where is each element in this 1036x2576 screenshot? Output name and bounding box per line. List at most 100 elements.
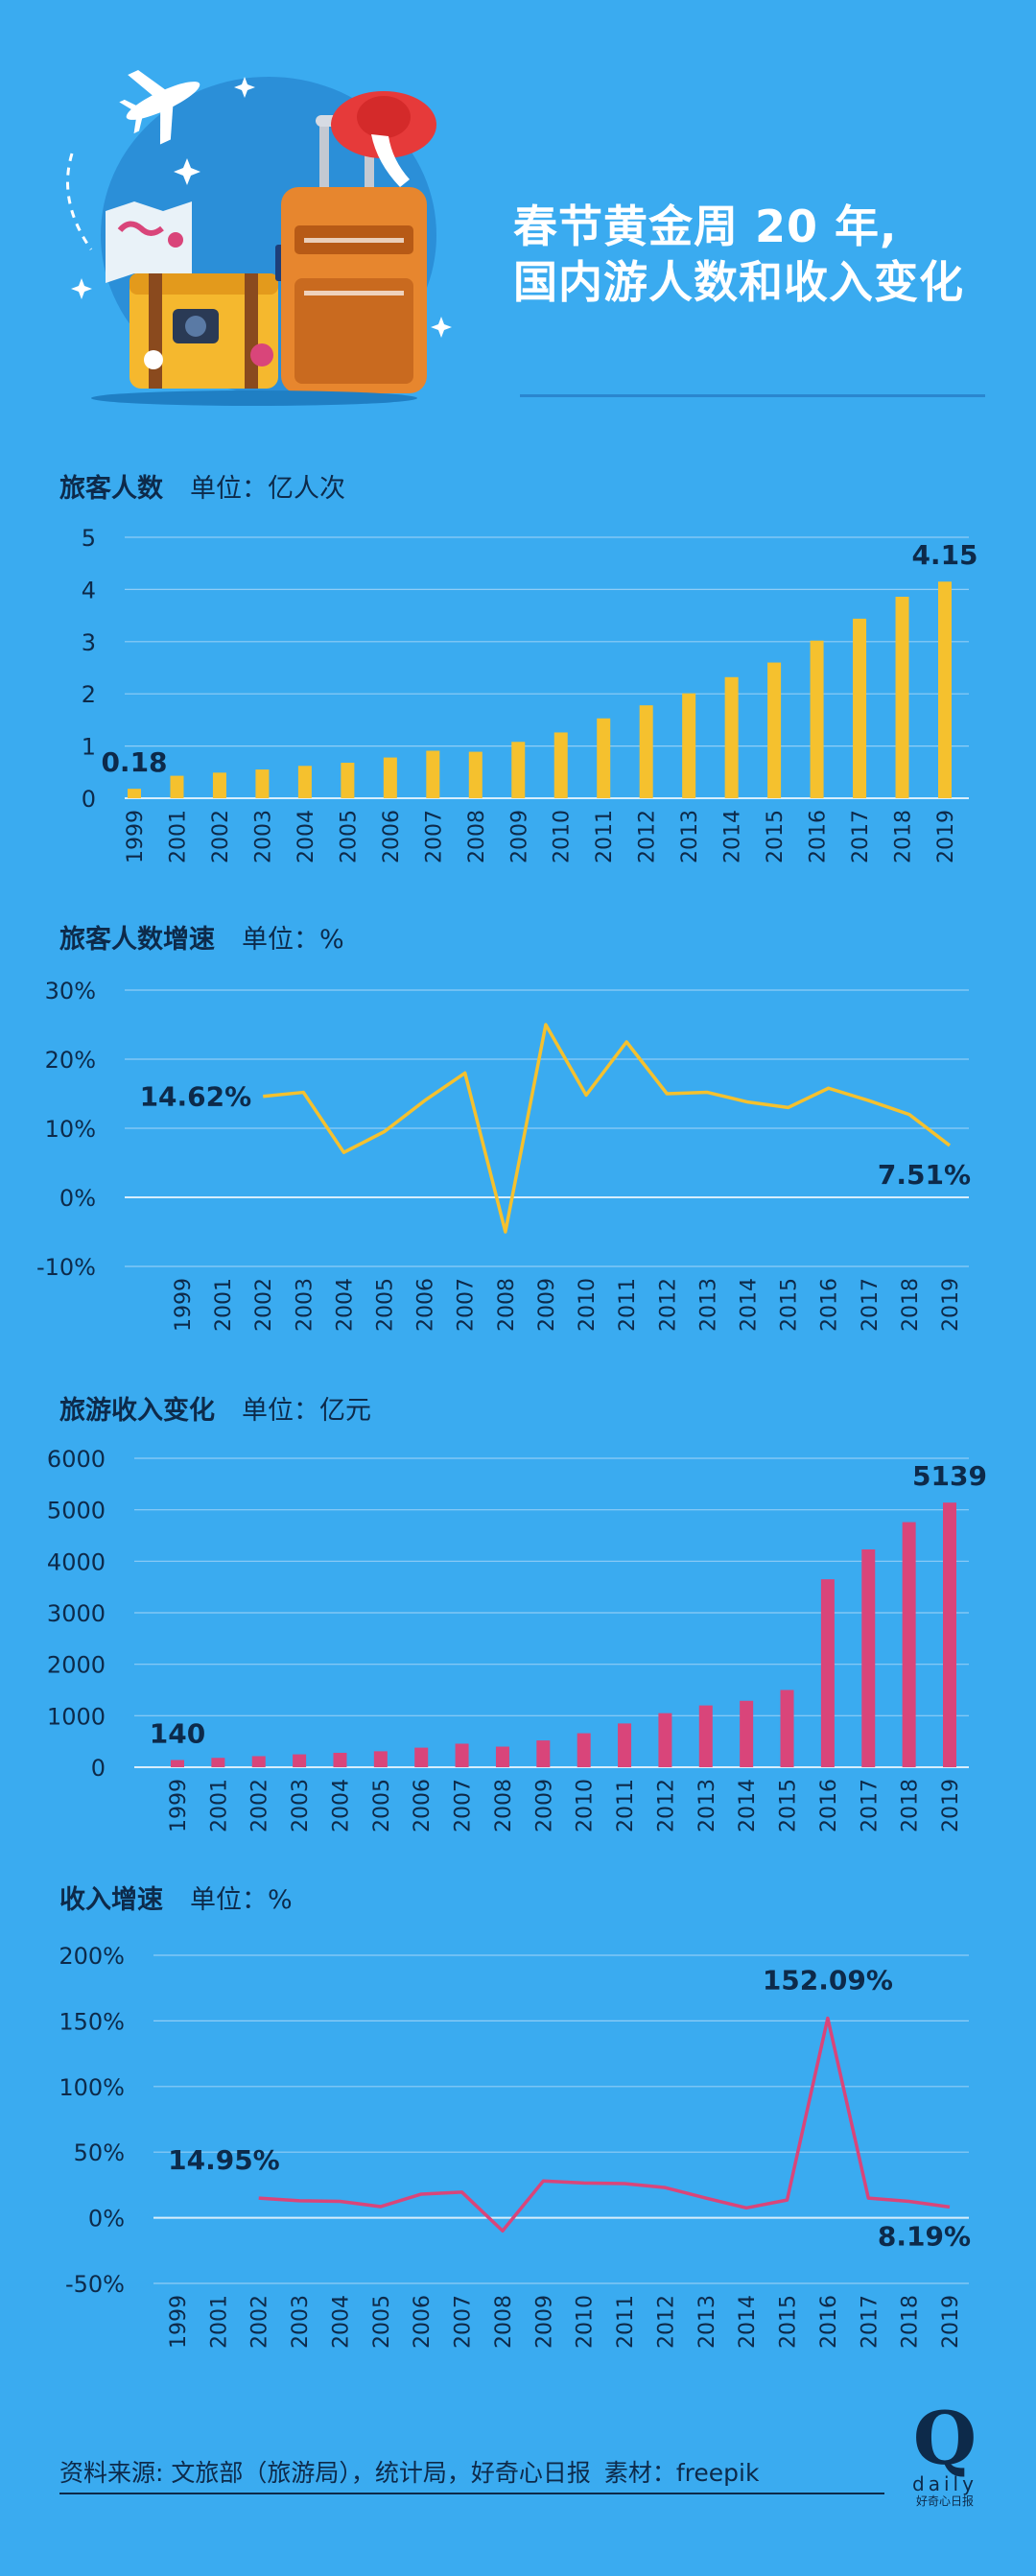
bar [426,750,440,798]
x-tick-label: 2008 [492,2295,516,2349]
x-tick-label: 2004 [329,1779,353,1832]
x-tick-label: 2015 [777,1779,801,1832]
x-tick-label: 1999 [124,810,148,863]
x-tick-label: 2011 [614,1779,638,1832]
page-title-line-2: 国内游人数和收入变化 [513,256,964,308]
x-tick-label: 2009 [532,2295,556,2349]
x-tick-label: 2007 [422,810,446,863]
data-label: 4.15 [911,539,977,571]
chart-unit: 单位：% [190,1885,293,1915]
section-title-passenger-growth: 旅客人数增速 单位：% [59,918,344,956]
data-label: 0.18 [101,746,167,778]
x-tick-label: 2018 [899,1779,923,1832]
y-tick-label: 3 [82,629,96,656]
bar [639,705,653,798]
y-tick-label: 3000 [47,1600,106,1627]
x-tick-label: 2002 [209,810,233,863]
chart-unit: 单位：亿元 [242,1396,371,1426]
bar [211,1758,225,1767]
y-tick-label: 1000 [47,1703,106,1730]
x-tick-label: 2001 [207,2295,231,2349]
sun-hat-icon [331,91,436,187]
material-text: 素材：freepik [603,2459,760,2487]
bar [810,640,824,798]
y-tick-label: 50% [74,2139,125,2166]
section-title-revenue: 旅游收入变化 单位：亿元 [59,1389,371,1427]
y-tick-label: 5000 [47,1498,106,1524]
x-tick-label: 2014 [736,2295,760,2349]
section-title-passengers: 旅客人数 单位：亿人次 [59,467,345,505]
bar [577,1733,591,1767]
x-tick-label: 2017 [859,1278,883,1332]
chart-unit: 单位：亿人次 [190,474,345,504]
x-tick-label: 2005 [370,1779,394,1832]
bar [414,1747,429,1767]
x-tick-label: 2005 [337,810,361,863]
bar [780,1690,794,1767]
x-tick-label: 2011 [593,810,617,863]
y-tick-label: 1 [82,734,96,761]
suitcase-yellow-icon [130,273,278,389]
x-tick-label: 2003 [289,2295,313,2349]
x-tick-label: 2010 [551,810,575,863]
chart-title: 旅客人数 [59,474,163,504]
chart-title: 旅客人数增速 [59,925,215,955]
x-tick-label: 2013 [678,810,702,863]
page-title-line-1: 春节黄金周 20 年, [513,201,898,252]
x-tick-label: 2006 [414,1278,438,1332]
bar [333,1752,347,1767]
x-tick-label: 2015 [764,810,788,863]
bar [455,1743,469,1767]
bar [618,1723,632,1767]
x-tick-label: 2017 [849,810,873,863]
revenue-growth-line-chart: -50% 0% 50% 100% 150% 200% 1999 2001 2002 2003 200… [59,1943,971,2349]
y-tick-label: 5 [82,525,96,552]
x-tick-label: 2003 [251,810,275,863]
bar [597,718,611,798]
bar [698,1705,713,1767]
x-tick-label: 2010 [576,1278,600,1332]
x-tick-label: 2004 [294,810,318,863]
bar [853,618,867,798]
x-tick-label: 2001 [207,1779,231,1832]
x-tick-label: 2015 [778,1278,802,1332]
x-tick-label: 2004 [329,2295,353,2349]
y-tick-label: 200% [59,1943,125,1970]
x-tick-label: 2008 [465,810,489,863]
y-tick-label: 0 [82,786,96,813]
x-tick-label: 2002 [252,1278,276,1332]
footer-underline [59,2493,884,2494]
x-tick-label: 2006 [411,1779,435,1832]
bar [682,693,696,798]
bar [511,742,526,798]
bar [128,789,141,798]
airplane-icon [119,69,200,145]
title-underline [520,394,985,397]
y-tick-label: 150% [59,2008,125,2035]
y-tick-label: 10% [45,1116,96,1143]
x-tick-label: 2002 [248,2295,272,2349]
x-tick-label: 2009 [507,810,531,863]
bar [553,732,568,798]
y-tick-label: 0% [88,2206,125,2233]
y-tick-label: 0 [91,1755,106,1782]
bar [902,1522,916,1767]
data-label: 7.51% [878,1159,971,1191]
x-tick-label: 2016 [817,2295,841,2349]
x-tick-label: 2003 [289,1779,313,1832]
bar [495,1746,509,1767]
travel-luggage-illustration [66,69,452,406]
bar [297,766,312,798]
bar [468,751,483,798]
x-tick-label: 2018 [892,810,916,863]
suitcase-orange-icon [281,115,427,393]
bar [212,772,226,798]
data-label: 5139 [912,1460,987,1492]
x-tick-label: 2016 [807,810,831,863]
x-tick-label: 1999 [172,1278,196,1332]
x-tick-label: 2004 [333,1278,357,1332]
bar [383,757,397,798]
x-tick-label: 2009 [532,1779,556,1832]
data-label: 140 [150,1717,205,1749]
revenue-bar-chart: 0 1000 2000 3000 4000 5000 6000 1999 2001 2002 200… [47,1446,987,1832]
